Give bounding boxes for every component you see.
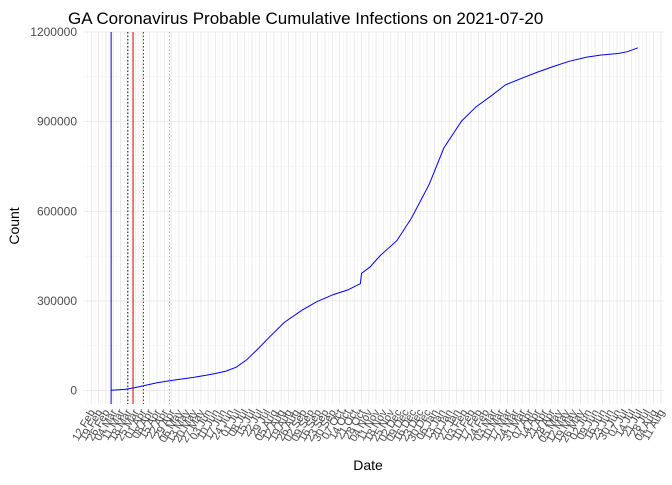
y-axis-title: Count [6, 207, 22, 244]
y-tick-label: 900000 [37, 115, 77, 129]
chart-title: GA Coronavirus Probable Cumulative Infec… [68, 9, 543, 28]
reference-lines [110, 32, 171, 404]
grid [84, 31, 664, 404]
series [111, 47, 639, 391]
y-tick-label: 600000 [37, 204, 77, 218]
x-axis-title: Date [353, 457, 383, 473]
y-tick-label: 1200000 [30, 25, 77, 39]
y-axis: 0 300000 600000 900000 1200000 [30, 25, 77, 398]
series-line [111, 47, 639, 391]
y-tick-label: 0 [70, 384, 77, 398]
y-tick-label: 300000 [37, 294, 77, 308]
